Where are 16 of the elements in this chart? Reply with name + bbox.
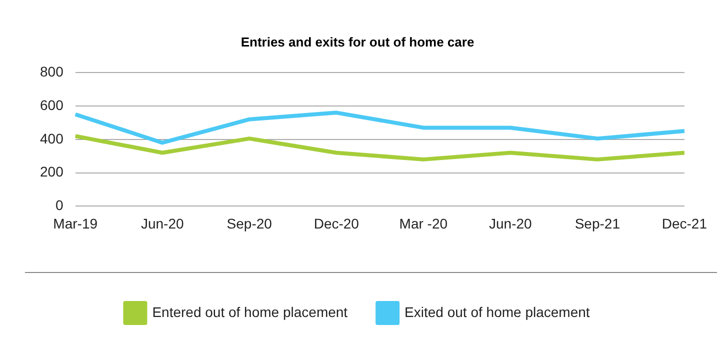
x-tick-label: Sep-21 (574, 215, 620, 232)
y-tick-label: 800 (40, 63, 64, 80)
x-tick-label: Jun-20 (140, 215, 184, 232)
y-tick-label: 400 (40, 130, 64, 146)
y-tick-label: 200 (40, 164, 64, 180)
x-tick-label: Sep-20 (226, 215, 272, 232)
x-tick-label: Mar -20 (399, 215, 448, 232)
chart-title: Entries and exits for out of home care (240, 34, 474, 50)
legend-label: Exited out of home placement (404, 304, 590, 320)
y-tick-label: 0 (56, 197, 64, 214)
x-tick-label: Dec-21 (662, 215, 708, 232)
x-tick-label: Dec-20 (314, 215, 360, 232)
legend-label: Entered out of home placement (152, 304, 348, 320)
x-tick-label: Jun-20 (489, 215, 532, 232)
x-tick-label: Mar-19 (53, 215, 98, 232)
y-tick-label: 600 (40, 96, 64, 113)
